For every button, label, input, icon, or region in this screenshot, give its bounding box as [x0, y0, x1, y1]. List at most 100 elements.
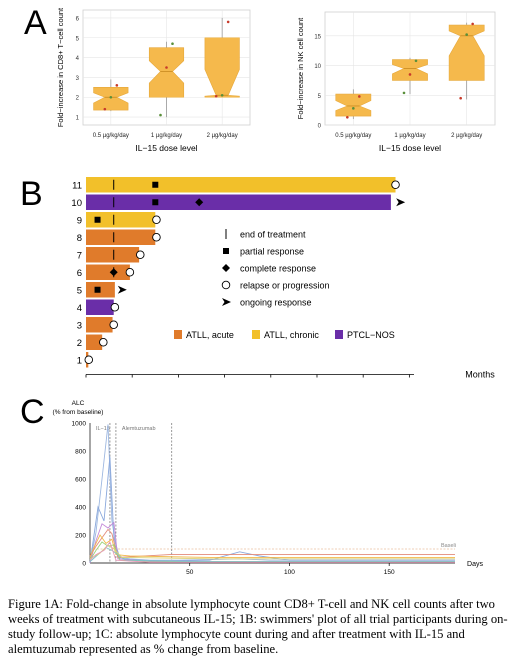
- legend-label: PTCL−NOS: [347, 330, 395, 340]
- alc-line-chart: ALC (% from baseline) 0 200 400 600 800 1000 50 1…: [53, 400, 484, 576]
- x-axis-label: IL−15 dose level: [135, 143, 197, 153]
- swimmer-bar: [86, 317, 113, 333]
- patient-label: 4: [77, 303, 82, 314]
- swimmer-bar: [86, 247, 140, 263]
- partial-response-mark: [94, 216, 101, 223]
- relapse-mark: [110, 302, 120, 312]
- legend-symbol: [223, 248, 229, 254]
- legend-label: ATLL, chronic: [264, 330, 319, 340]
- swimmer-bar: [86, 212, 156, 228]
- x-tick-label: 2 µg/kg/day: [451, 133, 482, 139]
- data-point: [165, 66, 168, 69]
- legend-label: ongoing response: [240, 298, 312, 308]
- data-point: [214, 94, 218, 98]
- data-point: [226, 20, 230, 24]
- x-tick-label: 1 µg/kg/day: [151, 133, 182, 139]
- swimmers-plot: 111098765432102468101214Monthsend of tre…: [71, 177, 495, 379]
- cd8-box-plot: 1 2 3 4 5 6 0.5 µg/kg/day 1 µg/kg/day 2 µg/kg/da…: [56, 7, 251, 153]
- data-point: [159, 113, 162, 117]
- data-point: [471, 22, 474, 26]
- x-tick-label: 0.5 µg/kg/day: [93, 133, 129, 139]
- patient-label: 11: [72, 180, 82, 191]
- figure-caption: Figure 1A: Fold-change in absolute lymph…: [8, 597, 508, 656]
- alc-series-line: [89, 534, 455, 558]
- relapse-mark: [152, 215, 161, 225]
- data-point: [103, 107, 107, 111]
- panel-letter-c: C: [20, 393, 45, 431]
- data-point: [115, 84, 119, 87]
- box-body: [148, 47, 185, 98]
- y-tick-label: 2: [76, 96, 80, 102]
- legend-symbol: [221, 280, 231, 290]
- y-tick-label: 0: [318, 124, 322, 130]
- alc-series-line: [89, 424, 455, 564]
- nk-box-plot: 0 5 10 15 0.5 µg/kg/day 1 µg/kg/day 2 µg/kg/da…: [296, 11, 496, 153]
- ongoing-response-mark: [396, 198, 406, 207]
- y-tick-label: 0: [82, 561, 86, 568]
- data-point: [220, 93, 224, 97]
- legend-symbol: [222, 264, 230, 272]
- y-tick-label: 5: [318, 94, 322, 100]
- patient-label: 1: [77, 355, 82, 366]
- alc-series-line: [89, 521, 455, 564]
- alc-series-line: [89, 456, 455, 564]
- swimmer-bar: [86, 299, 114, 315]
- ongoing-response-mark: [117, 285, 127, 294]
- y-tick-label: 10: [314, 64, 321, 70]
- x-axis-label: IL−15 dose level: [379, 143, 441, 153]
- phase-label: IL−15: [96, 426, 110, 432]
- complete-response-mark: [109, 268, 118, 277]
- x-tick-label: 150: [384, 569, 395, 576]
- alc-series-line: [89, 541, 455, 563]
- x-tick-label: 0.5 µg/kg/day: [335, 133, 371, 139]
- x-tick-label: 2 µg/kg/day: [207, 133, 238, 139]
- x-axis-label: Days: [467, 561, 483, 568]
- box-body: [335, 93, 372, 117]
- panel-letter-b: B: [20, 175, 43, 213]
- swimmer-bar: [86, 264, 130, 280]
- y-tick-label: 1000: [72, 421, 87, 428]
- x-axis-label: Months: [465, 370, 495, 379]
- x-tick-label: 50: [186, 569, 194, 576]
- patient-label: 3: [77, 320, 82, 331]
- x-tick-label: 1 µg/kg/day: [394, 133, 425, 139]
- legend-swatch: [252, 330, 260, 339]
- box-body: [448, 24, 485, 81]
- data-point: [109, 95, 113, 99]
- data-point: [408, 73, 412, 76]
- x-tick-label: 100: [284, 569, 295, 576]
- partial-response-mark: [152, 199, 159, 206]
- legend-swatch: [335, 330, 343, 339]
- y-tick-label: 4: [76, 56, 80, 62]
- legend-label: relapse or progression: [240, 281, 330, 291]
- relapse-mark: [125, 267, 135, 277]
- data-point: [346, 115, 349, 119]
- y-axis-label: ALC: [72, 400, 85, 407]
- relapse-mark: [391, 180, 400, 189]
- swimmer-bar: [86, 194, 391, 210]
- legend-label: complete response: [240, 264, 316, 274]
- y-axis-sublabel: (% from baseline): [53, 409, 104, 416]
- swimmer-bar: [86, 334, 103, 350]
- relapse-mark: [84, 355, 94, 364]
- y-tick-label: 200: [75, 533, 86, 540]
- legend-label: end of treatment: [240, 230, 306, 240]
- patient-label: 6: [77, 268, 82, 279]
- relapse-mark: [99, 337, 108, 347]
- y-tick-label: 5: [76, 36, 80, 42]
- box-body: [93, 87, 129, 111]
- swimmer-bar: [86, 229, 156, 245]
- patient-label: 7: [77, 250, 82, 261]
- y-axis-label: Fold−increase in CD8+ T−cell count: [56, 7, 65, 127]
- y-tick-label: 6: [76, 16, 80, 22]
- patient-label: 8: [77, 233, 82, 244]
- legend-label: partial response: [240, 247, 304, 257]
- legend-symbol: [222, 298, 231, 306]
- y-tick-label: 3: [76, 76, 80, 82]
- legend-label: ATLL, acute: [186, 330, 234, 340]
- data-point: [358, 95, 361, 98]
- partial-response-mark: [94, 286, 101, 293]
- relapse-mark: [152, 232, 161, 242]
- y-tick-label: 800: [75, 449, 86, 456]
- patient-label: 5: [77, 285, 82, 296]
